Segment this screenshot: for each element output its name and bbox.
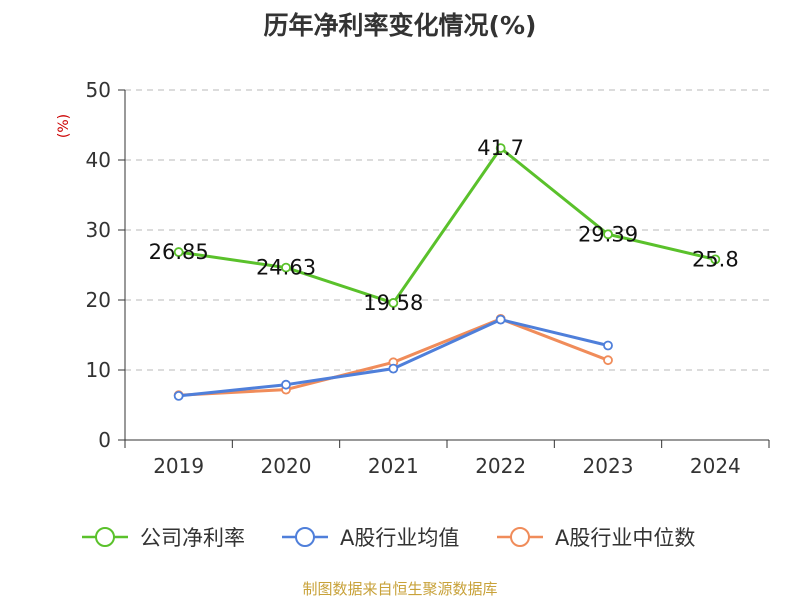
axes: 0 10 20 30 40 50 2019 2020 2021 2022 2023 2024: [86, 78, 770, 478]
data-label: 41.7: [477, 136, 524, 160]
data-point[interactable]: [495, 314, 506, 325]
data-source-note: 制图数据来自恒生聚源数据库: [302, 580, 498, 598]
x-tick-label: 2019: [153, 454, 204, 478]
legend-marker: [95, 527, 115, 547]
series-0: [173, 143, 721, 308]
series-lines: [173, 143, 721, 401]
data-point[interactable]: [173, 247, 184, 257]
data-point[interactable]: [495, 143, 506, 154]
data-point[interactable]: [603, 340, 613, 351]
chart-title: 历年净利率变化情况(%): [263, 11, 537, 40]
data-label: 25.8: [692, 247, 739, 271]
y-tick-label: 0: [98, 428, 111, 452]
y-tick-label: 30: [86, 218, 111, 242]
x-tick-label: 2020: [261, 454, 312, 478]
x-tick-label: 2021: [368, 454, 419, 478]
legend-item[interactable]: A股行业中位数: [497, 526, 695, 550]
data-point[interactable]: [281, 379, 291, 390]
series-2: [173, 313, 613, 401]
legend-marker: [295, 527, 315, 547]
data-point[interactable]: [173, 390, 184, 401]
x-tick-label: 2022: [475, 454, 526, 478]
data-labels: 26.85 24.63 19.58 41.7 29.39 25.8: [149, 136, 739, 315]
data-label: 26.85: [149, 240, 209, 264]
data-point[interactable]: [603, 229, 613, 240]
y-tick-label: 50: [86, 78, 111, 102]
legend-item[interactable]: A股行业均值: [282, 526, 459, 550]
data-label: 24.63: [256, 256, 316, 280]
series-line: [178, 146, 716, 305]
legend-label: 公司净利率: [140, 526, 245, 550]
data-point[interactable]: [388, 363, 399, 374]
data-label: 29.39: [578, 222, 638, 246]
data-point[interactable]: [388, 298, 399, 308]
data-point[interactable]: [603, 355, 613, 366]
data-point[interactable]: [710, 254, 721, 265]
legend[interactable]: 公司净利率 A股行业均值 A股行业中位数: [82, 526, 695, 550]
legend-label: A股行业中位数: [555, 526, 695, 550]
data-label: 19.58: [363, 291, 423, 315]
y-tick-label: 20: [86, 288, 111, 312]
legend-marker: [510, 527, 530, 547]
gridlines: [125, 89, 769, 371]
data-point[interactable]: [281, 262, 291, 273]
legend-item[interactable]: 公司净利率: [82, 526, 245, 550]
series-1: [173, 314, 613, 401]
x-tick-label: 2024: [690, 454, 741, 478]
y-tick-label: 10: [86, 358, 111, 382]
legend-label: A股行业均值: [340, 526, 459, 550]
y-tick-label: 40: [86, 148, 111, 172]
x-tick-label: 2023: [583, 454, 634, 478]
y-axis-unit-label: (%): [56, 114, 72, 138]
